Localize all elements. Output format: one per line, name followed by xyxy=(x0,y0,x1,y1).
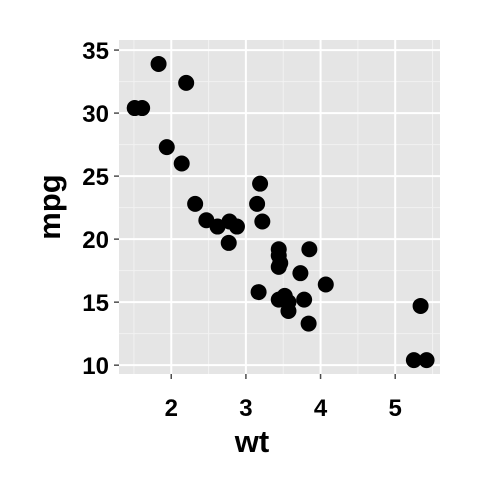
data-point xyxy=(250,284,267,301)
data-point xyxy=(292,265,309,282)
data-points xyxy=(126,55,435,369)
data-point xyxy=(301,241,318,258)
data-point xyxy=(209,218,226,235)
data-point xyxy=(418,352,435,369)
data-point xyxy=(252,175,269,192)
x-tick-label: 3 xyxy=(239,395,252,422)
minor-grid xyxy=(119,40,440,374)
x-tick-label: 4 xyxy=(314,395,328,422)
plot-panel xyxy=(119,40,440,374)
data-point xyxy=(228,218,245,235)
data-point xyxy=(412,297,429,314)
y-tick-label: 25 xyxy=(82,164,109,191)
x-tick-label: 2 xyxy=(165,395,178,422)
data-point xyxy=(134,100,151,117)
y-tick-label: 20 xyxy=(82,227,109,254)
data-point xyxy=(150,55,167,72)
y-tick-label: 35 xyxy=(82,38,109,65)
data-point xyxy=(296,291,313,308)
data-point xyxy=(317,276,334,293)
x-axis: 2 3 4 5 xyxy=(165,374,402,422)
x-axis-title: wt xyxy=(234,424,269,459)
data-point xyxy=(178,74,195,91)
data-point xyxy=(173,155,190,172)
y-tick-label: 15 xyxy=(82,290,109,317)
y-tick-label: 10 xyxy=(82,353,109,380)
major-grid xyxy=(119,40,440,374)
data-point xyxy=(187,195,204,212)
x-tick-label: 5 xyxy=(389,395,402,422)
data-point xyxy=(270,258,287,275)
y-axis-title: mpg xyxy=(32,174,67,239)
y-tick-label: 30 xyxy=(82,101,109,128)
data-point xyxy=(280,302,297,319)
data-point xyxy=(300,315,317,332)
data-point xyxy=(220,234,237,251)
data-point xyxy=(158,139,175,156)
data-point xyxy=(254,213,271,230)
data-point xyxy=(405,352,422,369)
y-axis: 10 15 20 25 30 35 xyxy=(82,38,119,380)
data-point xyxy=(249,195,266,212)
